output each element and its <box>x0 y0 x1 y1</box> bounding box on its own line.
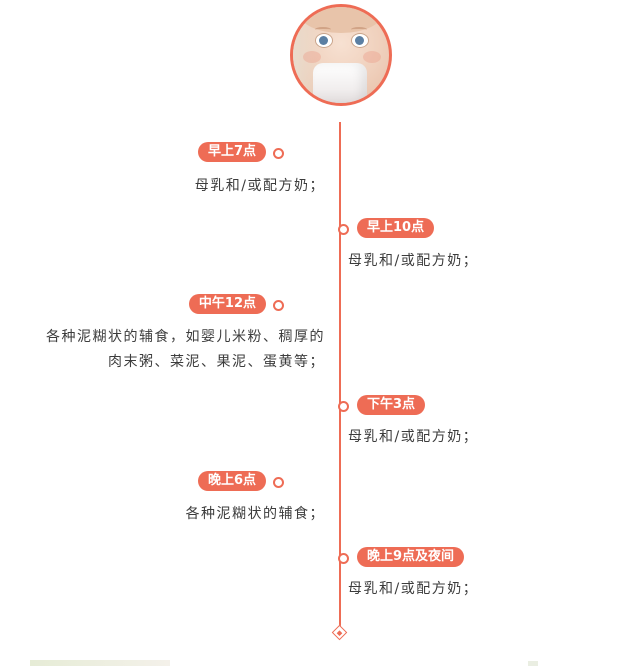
timeline-dot-10am <box>338 224 349 235</box>
timeline-dot-9pm <box>338 553 349 564</box>
baby-avatar <box>290 4 392 106</box>
avatar-right-brow <box>351 27 367 32</box>
timeline-axis <box>339 122 341 630</box>
feeding-desc-3pm: 母乳和/或配方奶； <box>348 429 479 445</box>
timeline-end-diamond-icon <box>331 624 348 641</box>
feeding-desc-9pm-night: 母乳和/或配方奶； <box>348 581 479 597</box>
avatar-right-cheek <box>363 51 381 63</box>
avatar-right-eye <box>351 33 369 48</box>
milk-cup-icon <box>313 63 367 103</box>
timeline-dot-12pm <box>273 300 284 311</box>
avatar-left-brow <box>315 27 331 32</box>
next-section-image-edge <box>30 660 170 666</box>
next-section-image-edge-right <box>528 661 538 666</box>
avatar-left-cheek <box>303 51 321 63</box>
timeline-dot-7am <box>273 148 284 159</box>
feeding-desc-10am: 母乳和/或配方奶； <box>348 253 479 269</box>
time-pill-12pm: 中午12点 <box>188 294 266 314</box>
time-pill-6pm: 晚上6点 <box>197 471 266 491</box>
feeding-desc-7am: 母乳和/或配方奶； <box>194 178 325 194</box>
time-pill-7am: 早上7点 <box>197 142 266 162</box>
timeline-dot-6pm <box>273 477 284 488</box>
time-pill-3pm: 下午3点 <box>357 395 426 415</box>
feeding-desc-12pm: 各种泥糊状的辅食，如婴儿米粉、稠厚的 肉末粥、菜泥、果泥、蛋黄等； <box>46 329 325 370</box>
time-pill-9pm-night: 晚上9点及夜间 <box>357 547 465 567</box>
avatar-left-eye <box>315 33 333 48</box>
timeline-dot-3pm <box>338 401 349 412</box>
feeding-desc-6pm: 各种泥糊状的辅食； <box>185 506 325 522</box>
time-pill-10am: 早上10点 <box>357 218 435 238</box>
